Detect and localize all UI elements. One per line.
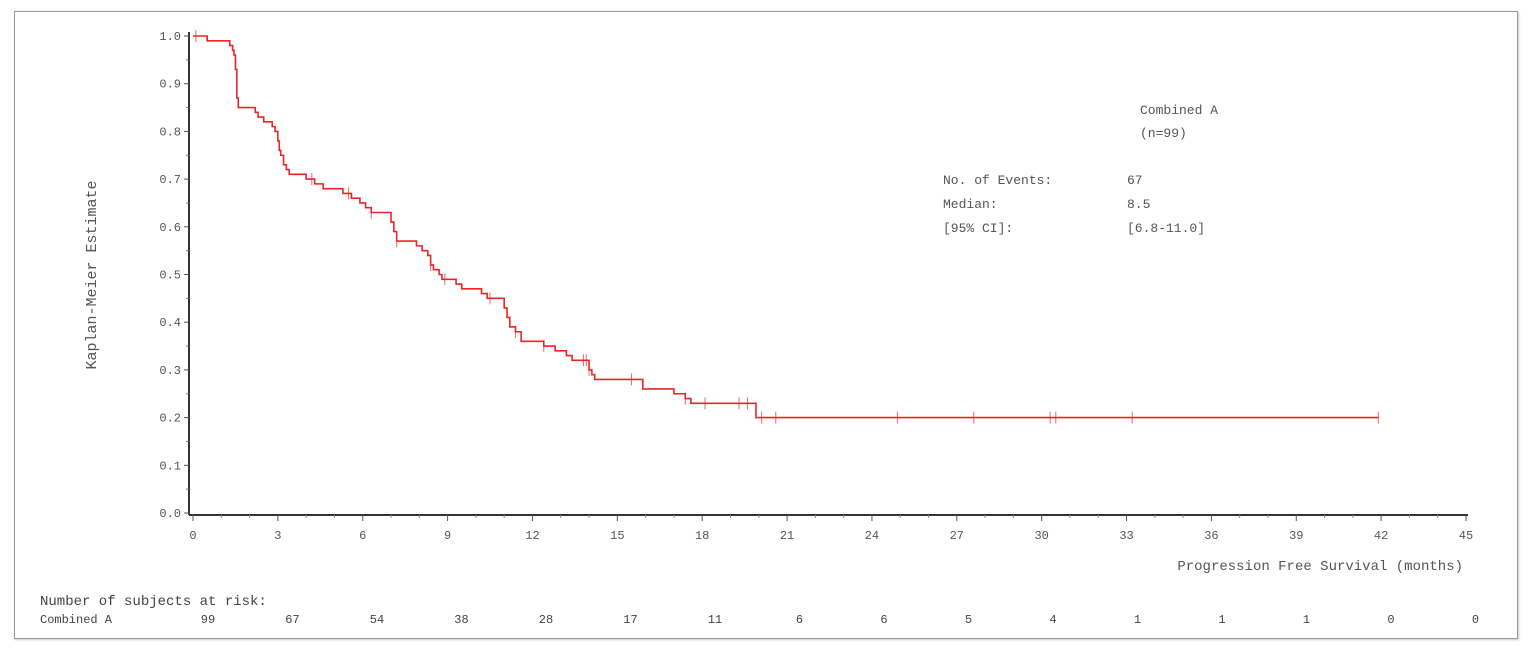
legend-n: (n=99) bbox=[1140, 126, 1187, 141]
y-axis-label: Kaplan-Meier Estimate bbox=[84, 180, 101, 369]
risk-count: 5 bbox=[965, 613, 972, 627]
risk-count: 6 bbox=[796, 613, 803, 627]
risk-table-group: Combined A bbox=[40, 613, 113, 627]
y-tick-label: 0.5 bbox=[159, 269, 181, 283]
risk-count: 99 bbox=[201, 613, 215, 627]
risk-count: 11 bbox=[708, 613, 722, 627]
legend-median-value: 8.5 bbox=[1127, 197, 1150, 212]
y-tick-label: 0.1 bbox=[159, 459, 181, 473]
risk-count: 1 bbox=[1218, 613, 1225, 627]
risk-count: 28 bbox=[539, 613, 553, 627]
km-curve bbox=[193, 30, 1379, 424]
x-tick-label: 15 bbox=[610, 529, 624, 543]
x-tick-label: 21 bbox=[780, 529, 794, 543]
x-tick-label: 18 bbox=[695, 529, 709, 543]
legend-events-value: 67 bbox=[1127, 173, 1143, 188]
y-tick-label: 0.6 bbox=[159, 221, 181, 235]
risk-count: 54 bbox=[370, 613, 384, 627]
legend-ci-value: [6.8-11.0] bbox=[1127, 221, 1205, 236]
legend: Combined A (n=99) No. of Events: 67 Medi… bbox=[943, 103, 1218, 236]
y-tick-label: 0.4 bbox=[159, 316, 181, 330]
x-tick-label: 33 bbox=[1119, 529, 1133, 543]
y-tick-label: 1.0 bbox=[159, 30, 181, 44]
axes: 0.00.10.20.30.40.50.60.70.80.91.00 3 6 9 12 1… bbox=[159, 30, 1473, 543]
risk-count: 38 bbox=[454, 613, 468, 627]
risk-count: 4 bbox=[1049, 613, 1056, 627]
x-tick-label: 6 bbox=[359, 529, 366, 543]
legend-ci-label: [95% CI]: bbox=[943, 221, 1013, 236]
legend-group-name: Combined A bbox=[1140, 103, 1218, 118]
y-tick-label: 0.9 bbox=[159, 78, 181, 92]
x-tick-label: 45 bbox=[1459, 529, 1473, 543]
x-tick-label: 30 bbox=[1034, 529, 1048, 543]
x-tick-label: 42 bbox=[1374, 529, 1388, 543]
x-tick-label: 39 bbox=[1289, 529, 1303, 543]
x-tick-label: 12 bbox=[525, 529, 539, 543]
x-tick-label: 27 bbox=[950, 529, 964, 543]
x-tick-label: 24 bbox=[865, 529, 879, 543]
risk-table-values: 99 67 54 38 28 17 11 6 6 5 4 1 1 1 0 0 bbox=[201, 613, 1479, 627]
y-tick-label: 0.7 bbox=[159, 173, 181, 187]
risk-count: 1 bbox=[1134, 613, 1141, 627]
x-axis-label: Progression Free Survival (months) bbox=[1177, 559, 1463, 575]
legend-median-label: Median: bbox=[943, 197, 998, 212]
x-tick-label: 36 bbox=[1204, 529, 1218, 543]
risk-count: 17 bbox=[623, 613, 637, 627]
y-tick-label: 0.0 bbox=[159, 507, 181, 521]
chart-frame bbox=[14, 11, 1518, 639]
y-tick-label: 0.8 bbox=[159, 125, 181, 139]
legend-events-label: No. of Events: bbox=[943, 173, 1052, 188]
x-tick-label: 9 bbox=[444, 529, 451, 543]
risk-count: 0 bbox=[1387, 613, 1394, 627]
risk-count: 6 bbox=[880, 613, 887, 627]
risk-count: 0 bbox=[1472, 613, 1479, 627]
x-tick-label: 0 bbox=[189, 529, 196, 543]
risk-table-title: Number of subjects at risk: bbox=[40, 594, 267, 610]
risk-count: 67 bbox=[285, 613, 299, 627]
y-tick-label: 0.2 bbox=[159, 412, 181, 426]
x-tick-label: 3 bbox=[274, 529, 281, 543]
risk-count: 1 bbox=[1303, 613, 1310, 627]
y-tick-label: 0.3 bbox=[159, 364, 181, 378]
